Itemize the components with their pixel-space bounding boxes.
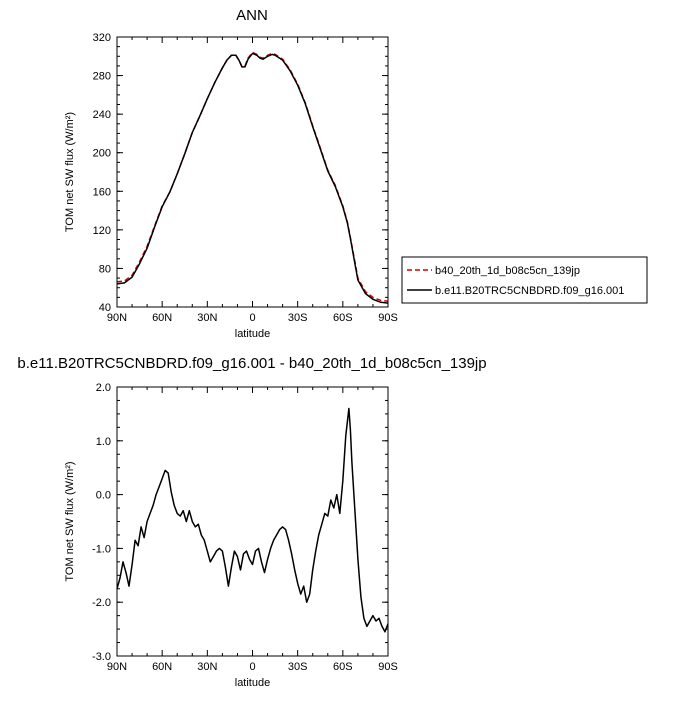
y-tick-label: -1.0 bbox=[92, 543, 111, 555]
x-axis-label: latitude bbox=[235, 328, 270, 340]
x-tick-label: 60N bbox=[152, 312, 172, 324]
x-tick-label: 30S bbox=[288, 312, 308, 324]
y-tick-label: 160 bbox=[93, 186, 111, 198]
series-line-0 bbox=[116, 51, 389, 302]
x-tick-label: 60S bbox=[333, 661, 353, 673]
x-tick-label: 30N bbox=[197, 312, 217, 324]
y-tick-label: 280 bbox=[93, 71, 111, 83]
legend-label: b.e11.B20TRC5CNBDRD.f09_g16.001 bbox=[435, 285, 624, 297]
y-tick-label: 80 bbox=[99, 263, 111, 275]
plot-frame bbox=[116, 36, 389, 308]
x-tick-label: 0 bbox=[249, 312, 255, 324]
y-tick-label: 1.0 bbox=[96, 436, 111, 448]
y-tick-label: 2.0 bbox=[96, 382, 111, 394]
x-tick-label: 0 bbox=[249, 661, 255, 673]
y-tick-label: 200 bbox=[93, 148, 111, 160]
legend-box bbox=[401, 256, 648, 304]
top-panel: ANN 90N 60N 30N 0 30S 60S 90S 40 80 120 160 200 240 28… bbox=[64, 7, 398, 340]
y-tick-label: 320 bbox=[93, 32, 111, 44]
x-tick-label: 90S bbox=[378, 661, 398, 673]
legend-label: b40_20th_1d_b08c5cn_139jp bbox=[435, 265, 580, 277]
y-axis-label: TOM net SW flux (W/m²) bbox=[64, 461, 76, 581]
x-tick-label: 90S bbox=[378, 312, 398, 324]
y-tick-label: 40 bbox=[99, 302, 111, 314]
y-tick-label: 120 bbox=[93, 225, 111, 237]
x-tick-label: 30S bbox=[288, 661, 308, 673]
x-tick-label: 60S bbox=[333, 312, 353, 324]
x-tick-label: 30N bbox=[197, 661, 217, 673]
x-axis-label: latitude bbox=[235, 677, 270, 689]
chart-title: ANN bbox=[236, 7, 268, 24]
series-line-0 bbox=[116, 407, 389, 633]
series-line-1 bbox=[116, 52, 389, 304]
x-tick-label: 90N bbox=[107, 661, 127, 673]
y-tick-label: -2.0 bbox=[92, 597, 111, 609]
y-axis-label: TOM net SW flux (W/m²) bbox=[64, 112, 76, 232]
x-tick-label: 90N bbox=[107, 312, 127, 324]
x-tick-label: 60N bbox=[152, 661, 172, 673]
y-tick-label: 240 bbox=[93, 109, 111, 121]
bottom-panel: b.e11.B20TRC5CNBDRD.f09_g16.001 - b40_20… bbox=[17, 355, 486, 689]
chart-title: b.e11.B20TRC5CNBDRD.f09_g16.001 - b40_20… bbox=[17, 355, 486, 372]
y-tick-label: 0.0 bbox=[96, 490, 111, 502]
y-tick-label: -3.0 bbox=[92, 651, 111, 663]
legend: b40_20th_1d_b08c5cn_139jp b.e11.B20TRC5CN… bbox=[401, 256, 648, 304]
